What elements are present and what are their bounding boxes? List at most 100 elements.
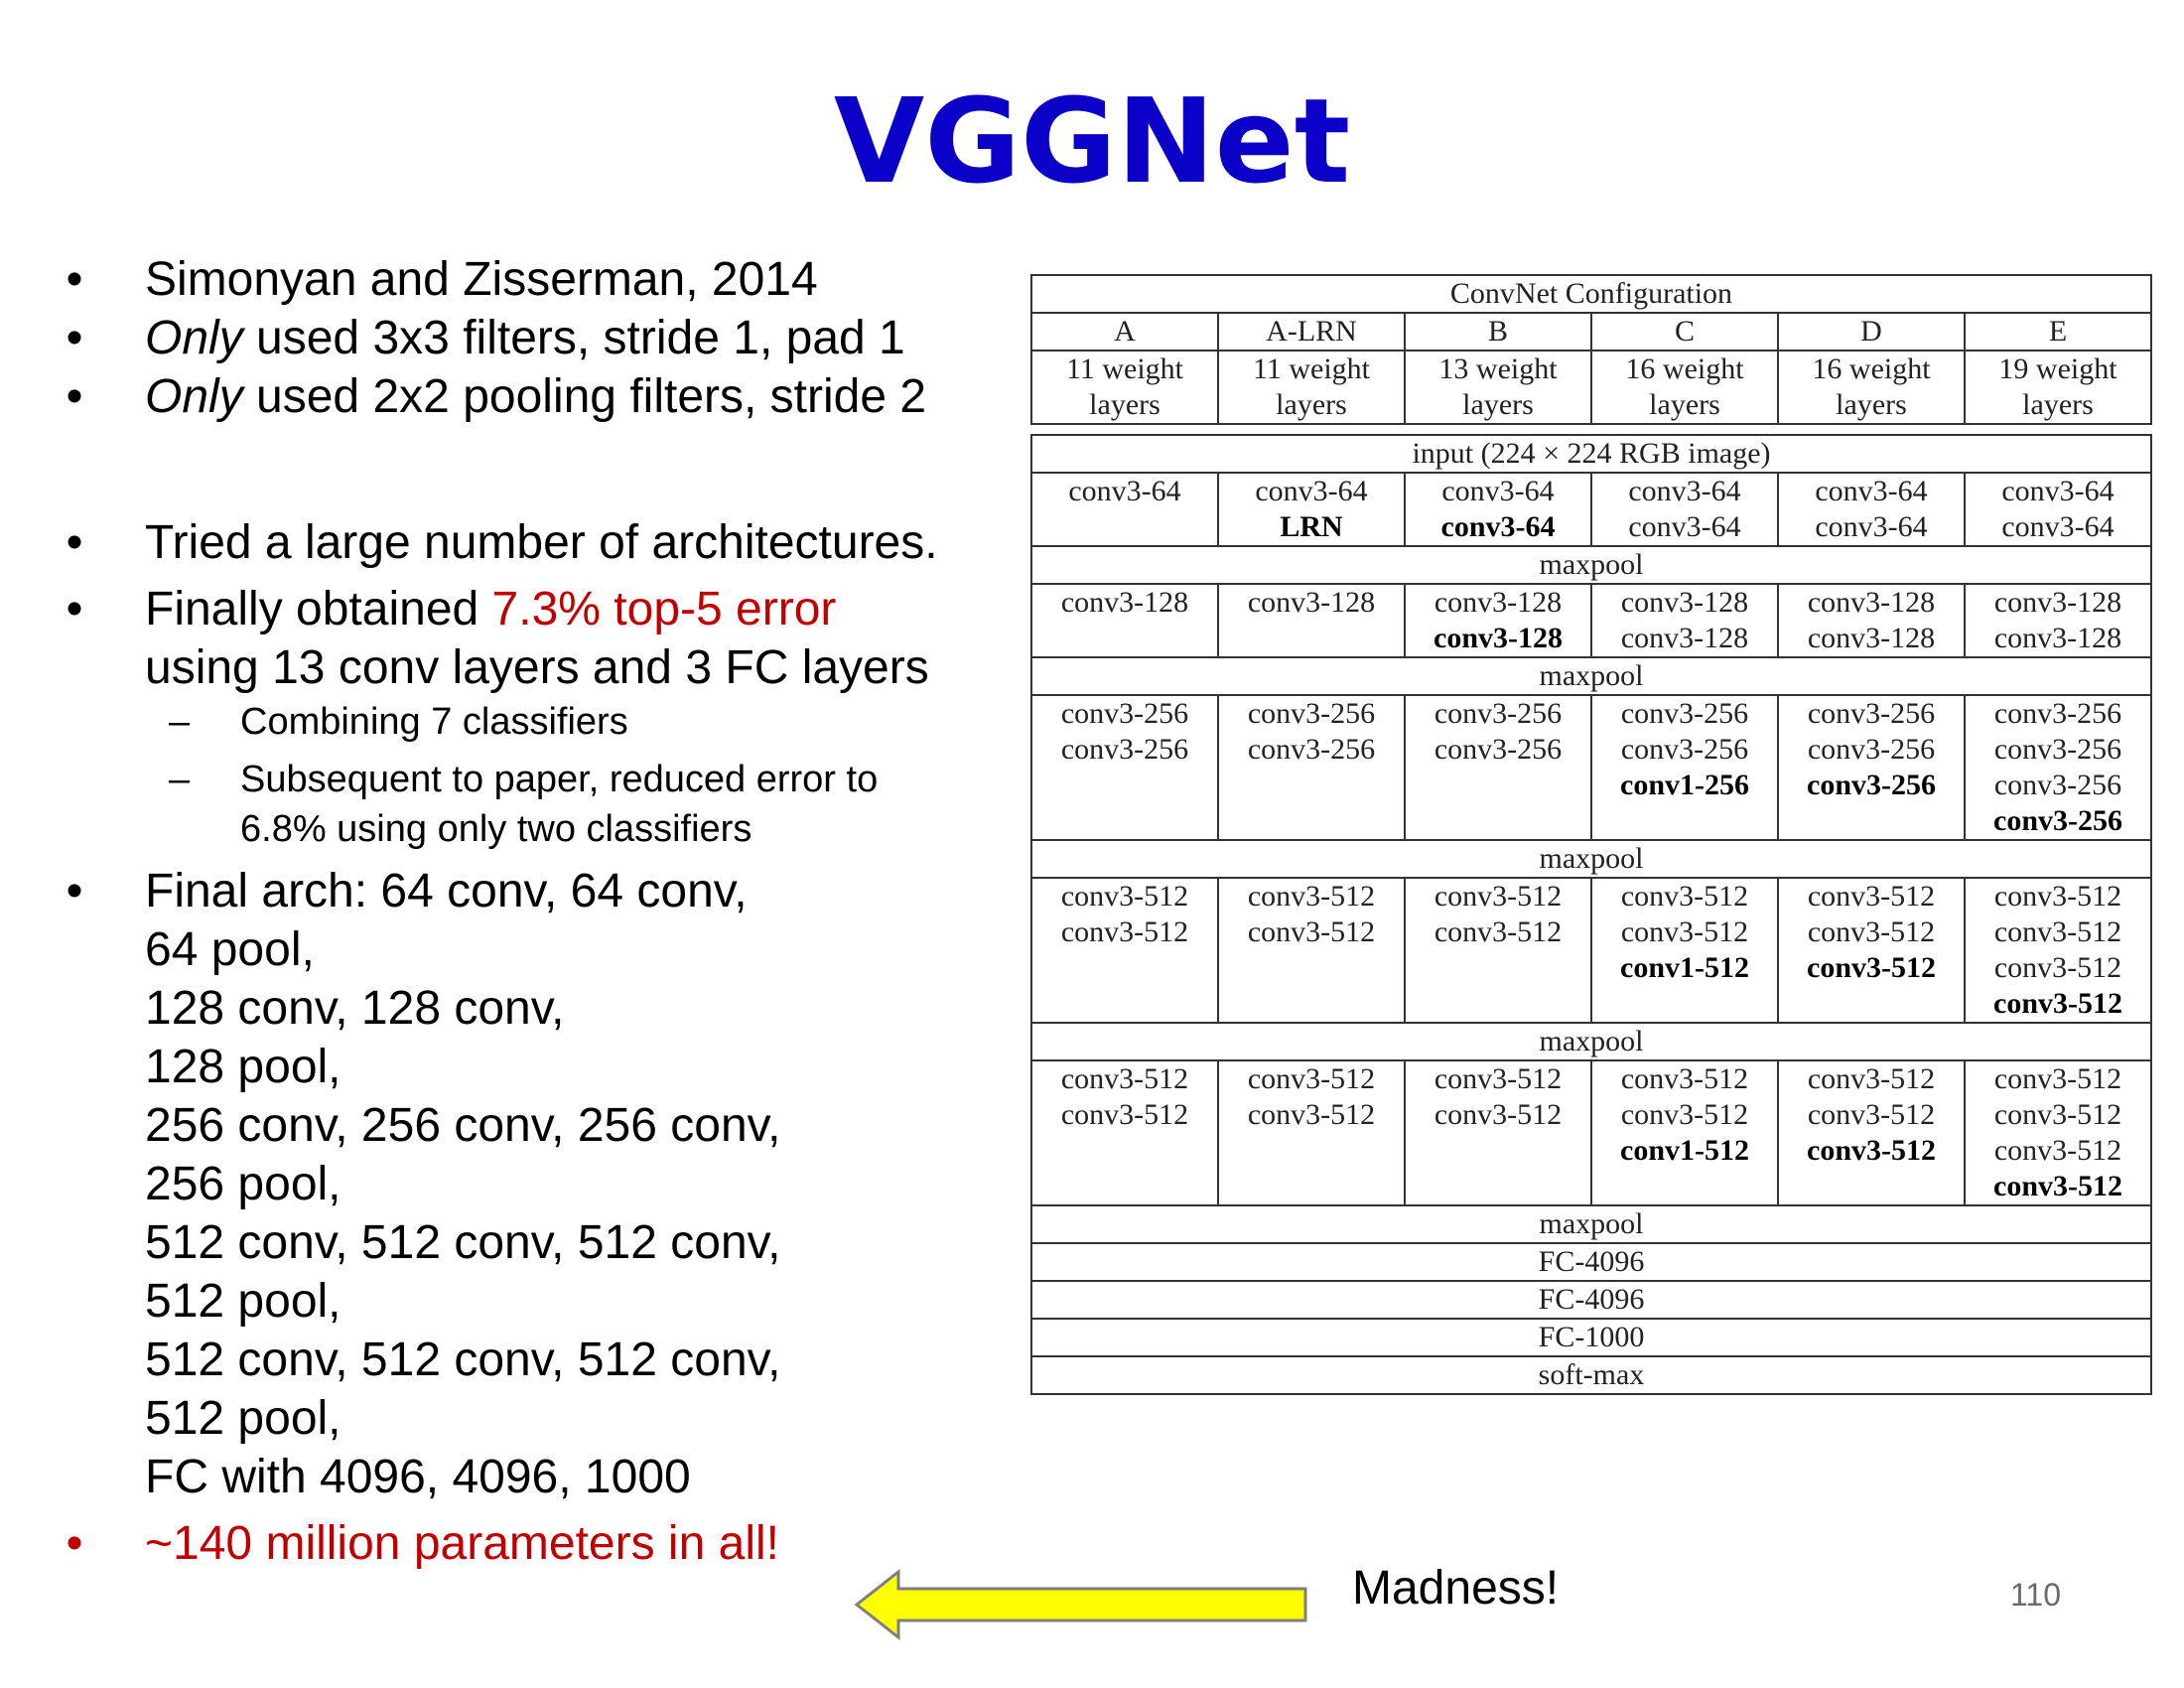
layer-count-line: layers	[2022, 388, 2094, 421]
layer-cell: conv3-256 conv3-256	[1030, 694, 1219, 841]
bullet-dot: •	[66, 516, 83, 569]
final-arch-line: 256 pool,	[145, 1158, 341, 1210]
layer-entry: conv3-512	[1433, 915, 1563, 948]
layer-cell: conv3-256 conv3-256 conv3-256	[1777, 694, 1966, 841]
layer-entry: conv3-512	[1993, 951, 2122, 984]
layer-cell: conv3-512 conv3-512 conv1-512	[1590, 1059, 1779, 1206]
tail-row: FC-4096	[1030, 1242, 2152, 1282]
subbullet-subsequent: – Subsequent to paper, reduced error to 6.…	[60, 755, 1013, 854]
layer-entry: conv3-512	[1247, 880, 1376, 913]
layer-cell: conv3-512 conv3-512 conv3-512	[1777, 877, 1966, 1024]
layer-count-line: 16 weight	[1625, 352, 1744, 385]
layer-entry: conv3-256	[1993, 697, 2122, 730]
layer-count-line: layers	[1462, 388, 1534, 421]
layer-entry: conv3-128	[1433, 586, 1563, 619]
left-arrow-icon	[854, 1569, 1307, 1640]
layer-entry: conv1-512	[1620, 1134, 1749, 1167]
subbullet-combining: – Combining 7 classifiers	[60, 697, 1013, 747]
layer-entry: conv3-512	[1993, 1170, 2122, 1202]
final-arch-line: 256 conv, 256 conv, 256 conv,	[145, 1099, 781, 1152]
layer-entry: conv3-256	[1433, 697, 1563, 730]
layer-entry: conv3-256	[1993, 804, 2122, 837]
layer-count-cell: 19 weight layers	[1964, 350, 2152, 425]
layer-count-line: layers	[1649, 388, 1720, 421]
column-header: E	[1964, 312, 2152, 352]
layer-entry: conv3-512	[1807, 1062, 1936, 1095]
layer-count-cell: 11 weight layers	[1030, 350, 1219, 425]
bullet-dot: •	[66, 1517, 83, 1570]
column-header: D	[1777, 312, 1966, 352]
bullet-parameters: • ~140 million parameters in all!	[60, 1514, 1013, 1573]
layer-cell: conv3-128 conv3-128	[1590, 583, 1779, 658]
layer-cell: conv3-256 conv3-256	[1217, 694, 1406, 841]
convnet-config-table: ConvNet Configuration A A-LRN B C D E 11 weig…	[1030, 274, 2152, 1395]
layer-entry: conv3-64	[2001, 475, 2115, 507]
config-body-table: input (224 × 224 RGB image) conv3-64 conv…	[1030, 434, 2152, 1395]
layer-entry: conv3-128	[1807, 622, 1936, 654]
layer-entry: conv3-256	[1433, 733, 1563, 766]
maxpool-row: maxpool	[1030, 839, 2152, 879]
maxpool-row: maxpool	[1030, 1022, 2152, 1061]
bullet-filters: • Only used 3x3 filters, stride 1, pad 1	[60, 309, 1013, 367]
layer-entry: conv3-512	[1060, 880, 1189, 913]
layer-entry: conv3-512	[1433, 1062, 1563, 1095]
layer-entry: conv3-128	[1060, 586, 1189, 619]
layer-entry: conv3-256	[1620, 733, 1749, 766]
bullet-final-arch: • Final arch: 64 conv, 64 conv, 64 pool, 12…	[60, 862, 1013, 1506]
layer-entry: conv3-256	[1060, 697, 1189, 730]
layer-cell: conv3-512 conv3-512	[1404, 1059, 1592, 1206]
layer-entry: conv3-64	[1815, 475, 1928, 507]
layer-count-line: 19 weight	[1998, 352, 2117, 385]
layer-entry: conv3-64	[1441, 475, 1555, 507]
layer-entry: conv3-256	[1807, 697, 1936, 730]
layer-block-row: conv3-256 conv3-256 conv3-256 conv3-256 conv…	[1030, 694, 2152, 841]
layer-cell: conv3-64 conv3-64	[1590, 472, 1779, 547]
layer-entry: conv3-256	[1807, 733, 1936, 766]
layer-entry: conv3-512	[1993, 987, 2122, 1020]
layer-entry: conv3-128	[1807, 586, 1936, 619]
layer-entry: conv3-128	[1247, 586, 1376, 619]
layer-entry: conv3-512	[1433, 1098, 1563, 1131]
layer-block-row: conv3-128 conv3-128 conv3-128 conv3-128 conv…	[1030, 583, 2152, 658]
layer-entry: conv3-256	[1807, 769, 1936, 801]
bullet-dot: •	[66, 370, 83, 423]
layer-cell: conv3-512 conv3-512	[1030, 1059, 1219, 1206]
layer-entry: conv3-256	[1247, 733, 1376, 766]
layer-entry: conv3-128	[1620, 586, 1749, 619]
layer-count-row: 11 weight layers 11 weight layers 13 weight l…	[1030, 350, 2152, 425]
layer-cell: conv3-512 conv3-512 conv3-512 conv3-512	[1964, 877, 2152, 1024]
layer-entry: conv3-512	[1247, 1062, 1376, 1095]
layer-entry: conv3-128	[1620, 622, 1749, 654]
layer-count-line: layers	[1836, 388, 1907, 421]
column-header: B	[1404, 312, 1592, 352]
layer-block-row: conv3-512 conv3-512 conv3-512 conv3-512 conv…	[1030, 877, 2152, 1024]
bullet-dot: •	[66, 312, 83, 364]
layer-cell: conv3-256 conv3-256 conv1-256	[1590, 694, 1779, 841]
layer-cell: conv3-256 conv3-256 conv3-256 conv3-256	[1964, 694, 2152, 841]
layer-cell: conv3-64 conv3-64	[1404, 472, 1592, 547]
final-arch-line: 128 pool,	[145, 1041, 341, 1093]
final-arch-line: 512 pool,	[145, 1392, 341, 1445]
layer-cell: conv3-128	[1030, 583, 1219, 658]
maxpool-row: maxpool	[1030, 656, 2152, 696]
bullet-authors: • Simonyan and Zisserman, 2014	[60, 250, 1013, 309]
layer-entry: conv3-256	[1060, 733, 1189, 766]
layer-entry: conv3-512	[1807, 880, 1936, 913]
layer-count-line: 11 weight	[1065, 352, 1184, 385]
layer-entry: conv3-64	[1255, 475, 1368, 507]
bullet-dot: •	[66, 253, 83, 306]
column-header: A	[1030, 312, 1219, 352]
layer-entry: conv3-256	[1993, 733, 2122, 766]
final-arch-line: 64 pool,	[145, 923, 315, 976]
layer-cell: conv3-64 conv3-64	[1964, 472, 2152, 547]
layer-count-line: layers	[1089, 388, 1160, 421]
page-number: 110	[2010, 1577, 2062, 1613]
layer-count-line: 11 weight	[1252, 352, 1371, 385]
bullet-list: • Simonyan and Zisserman, 2014 • Only used…	[60, 250, 1013, 1573]
layer-count-cell: 16 weight layers	[1590, 350, 1779, 425]
final-arch-line: Final arch: 64 conv, 64 conv,	[145, 865, 748, 917]
layer-cell: conv3-512 conv3-512	[1030, 877, 1219, 1024]
layer-cell: conv3-512 conv3-512	[1217, 1059, 1406, 1206]
final-arch-line: 512 pool,	[145, 1275, 341, 1328]
final-arch-line: 512 conv, 512 conv, 512 conv,	[145, 1334, 781, 1386]
